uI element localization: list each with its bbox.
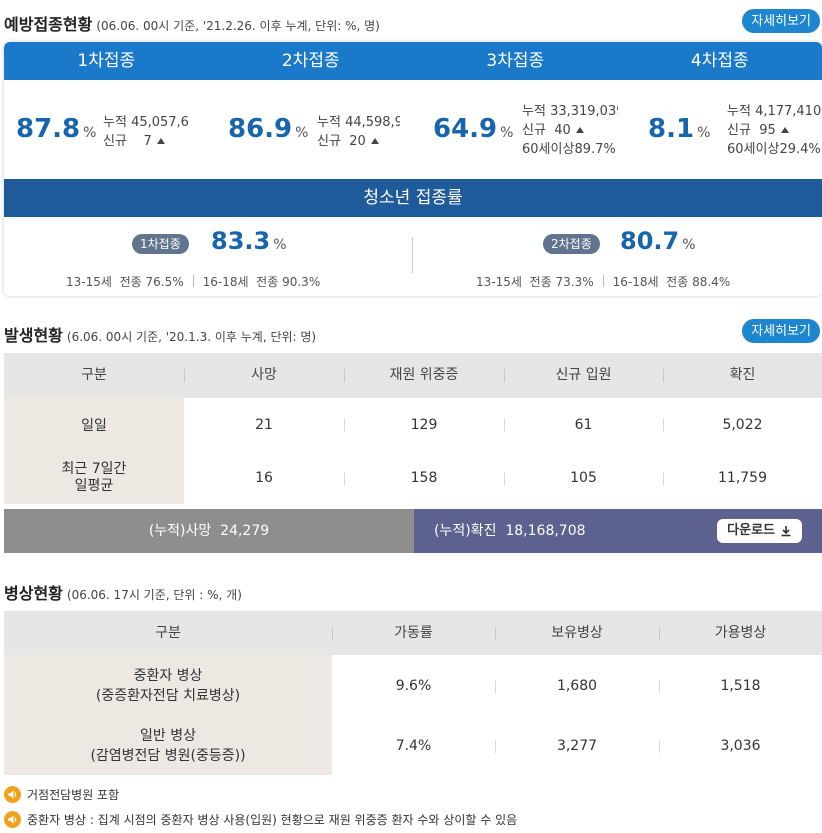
note-item: 거점전담병원 포함 [4, 786, 119, 803]
dose-3-title: 3차접종 [486, 51, 545, 71]
beds-note: (06.06. 17시 기준, 단위 : %, 개) [66, 588, 242, 602]
note-item: 중환자 병상 : 집계 시점의 중환자 병상 사용(입원) 현황으로 재원 위중… [4, 811, 517, 828]
dose-1-title: 1차접종 [77, 51, 136, 71]
cumulative-death: (누적)사망 24,279 [4, 509, 414, 553]
table-cell: 21 [255, 417, 273, 433]
beds-header: 병상현황 (06.06. 17시 기준, 단위 : %, 개) [4, 580, 242, 604]
table-header-row: 구분 가동률 보유병상 가용병상 [4, 611, 822, 655]
dose-header-bar: 1차접종 2차접종 3차접종 4차접종 [4, 42, 822, 80]
dose-stats-row: 87.8% 누적 45,057,6 신규 7 86.9% 누적 44,598,9… [4, 80, 822, 179]
triangle-up-icon [156, 138, 165, 144]
dose-4-card: 8.1% 누적 4,177,410 신규 95 60세이상29.4% [618, 80, 822, 179]
table-cell: 11,759 [663, 452, 822, 504]
speaker-icon [4, 786, 21, 803]
beds-table: 구분 가동률 보유병상 가용병상 중환자 병상 (중증환자전담 치료병상) 9.6… [4, 611, 822, 775]
vaccination-panel: 1차접종 2차접종 3차접종 4차접종 87.8% 누적 45,057,6 신규… [4, 42, 822, 296]
dose-1-card: 87.8% 누적 45,057,6 신규 7 [4, 80, 208, 179]
dose-3-age-rate: 89.7% [574, 142, 616, 157]
dose-4-cumulative: 4,177,410 [755, 104, 822, 119]
vaccination-note: (06.06. 00시 기준, '21.2.26. 이후 누계, 단위: %, … [96, 19, 380, 33]
teen-dose-2-rate: 80.7% [620, 227, 696, 255]
dose-1-cumulative: 45,057,6 [131, 115, 189, 130]
download-button[interactable]: 다운로드 [717, 519, 802, 543]
table-cell: 3,277 [495, 717, 659, 775]
table-cell: 16 [255, 470, 273, 486]
teen-dose-1-rate: 83.3% [211, 227, 287, 255]
teen-dose-1-badge: 1차접종 [132, 234, 189, 254]
row-label: 중환자 병상 (중증환자전담 치료병상) [4, 655, 332, 717]
dose-4-rate: 8.1% [648, 114, 711, 144]
occurrence-table: 구분 사망 재원 위중증 신규 입원 확진 일일 21 129 61 5,022… [4, 353, 822, 504]
dose-3-new: 40 [554, 123, 571, 138]
dose-2-new: 20 [349, 134, 366, 149]
dose-4-new: 95 [759, 123, 776, 138]
dose-1-rate: 87.8% [16, 114, 97, 144]
table-cell: 3,036 [659, 717, 822, 775]
dose-4-age-rate: 29.4% [779, 142, 821, 157]
row-label: 일일 [4, 398, 184, 452]
triangle-up-icon [780, 127, 789, 133]
teen-divider [412, 237, 413, 273]
table-cell: 7.4% [395, 738, 432, 754]
speaker-icon [4, 811, 21, 828]
dose-2-title: 2차접종 [281, 51, 340, 71]
table-cell: 105 [504, 452, 663, 504]
vaccination-detail-button[interactable]: 자세히보기 [742, 9, 820, 33]
table-cell: 1,518 [659, 655, 822, 717]
triangle-up-icon [575, 127, 584, 133]
teen-dose-1-breakdown: 13-15세 전종 76.5% 16-18세 전종 90.3% [66, 275, 321, 289]
occurrence-detail-button[interactable]: 자세히보기 [742, 319, 820, 343]
teen-title: 청소년 접종률 [4, 179, 822, 217]
vaccination-title: 예방접종현황 [4, 15, 93, 34]
table-cell: 61 [504, 398, 663, 452]
table-row: 중환자 병상 (중증환자전담 치료병상) 9.6% 1,680 1,518 [4, 655, 822, 717]
teen-dose-2-breakdown: 13-15세 전종 73.3% 16-18세 전종 88.4% [476, 275, 731, 289]
table-header-row: 구분 사망 재원 위중증 신규 입원 확진 [4, 353, 822, 398]
dose-2-card: 86.9% 누적 44,598,9 신규 20 [208, 80, 412, 179]
column-header: 확진 [663, 353, 822, 398]
beds-title: 병상현황 [4, 584, 63, 603]
occurrence-title: 발생현황 [4, 326, 63, 345]
vaccination-header: 예방접종현황 (06.06. 00시 기준, '21.2.26. 이후 누계, … [4, 11, 380, 35]
note-text: 중환자 병상 : 집계 시점의 중환자 병상 사용(입원) 현황으로 재원 위중… [27, 813, 518, 827]
column-header: 사망 [184, 353, 344, 398]
dose-1-stats: 누적 45,057,6 신규 7 [103, 115, 189, 149]
dose-2-stats: 누적 44,598,9 신규 20 [317, 113, 400, 151]
table-cell: 5,022 [663, 398, 822, 452]
teen-stats-row: 1차접종 83.3% 13-15세 전종 76.5% 16-18세 전종 90.3… [4, 217, 822, 296]
table-row: 최근 7일간 일평균 16 158 105 11,759 [4, 452, 822, 504]
column-header: 보유병상 [495, 611, 659, 655]
table-row: 일일 21 129 61 5,022 [4, 398, 822, 452]
dose-3-cumulative: 33,319,039 [550, 104, 618, 119]
dose-4-title: 4차접종 [690, 51, 749, 71]
table-cell: 9.6% [395, 678, 432, 694]
column-header: 재원 위중증 [344, 353, 504, 398]
dose-2-rate: 86.9% [228, 114, 309, 144]
column-header: 구분 [155, 625, 181, 641]
occurrence-header: 발생현황 (6.06. 00시 기준, '20.1.3. 이후 누계, 단위: … [4, 322, 316, 346]
dose-3-stats: 누적 33,319,039 신규 40 60세이상89.7% [522, 102, 618, 159]
teen-dose-2-badge: 2차접종 [543, 234, 600, 254]
table-cell: 129 [344, 398, 504, 452]
column-header: 가동률 [332, 611, 495, 655]
column-header: 구분 [81, 367, 107, 383]
table-row: 일반 병상 (감염병전담 병원(중등증)) 7.4% 3,277 3,036 [4, 717, 822, 775]
note-text: 거점전담병원 포함 [27, 788, 120, 802]
cumulative-bar: (누적)사망 24,279 (누적)확진 18,168,708 다운로드 [4, 509, 822, 553]
row-label: 최근 7일간 일평균 [4, 452, 184, 504]
dose-3-rate: 64.9% [433, 114, 514, 144]
dose-3-card: 64.9% 누적 33,319,039 신규 40 60세이상89.7% [412, 80, 618, 179]
dose-1-new: 7 [143, 134, 152, 149]
row-label: 일반 병상 (감염병전담 병원(중등증)) [4, 717, 332, 775]
occurrence-note: (6.06. 00시 기준, '20.1.3. 이후 누계, 단위: 명) [66, 330, 317, 344]
table-cell: 158 [344, 452, 504, 504]
column-header: 가용병상 [659, 611, 822, 655]
download-icon [781, 526, 791, 537]
table-cell: 1,680 [495, 655, 659, 717]
cumulative-confirmed: (누적)확진 18,168,708 다운로드 [414, 509, 822, 553]
dose-2-cumulative: 44,598,9 [345, 115, 400, 130]
column-header: 신규 입원 [504, 353, 663, 398]
dose-4-stats: 누적 4,177,410 신규 95 60세이상29.4% [727, 104, 822, 157]
triangle-up-icon [370, 138, 379, 144]
